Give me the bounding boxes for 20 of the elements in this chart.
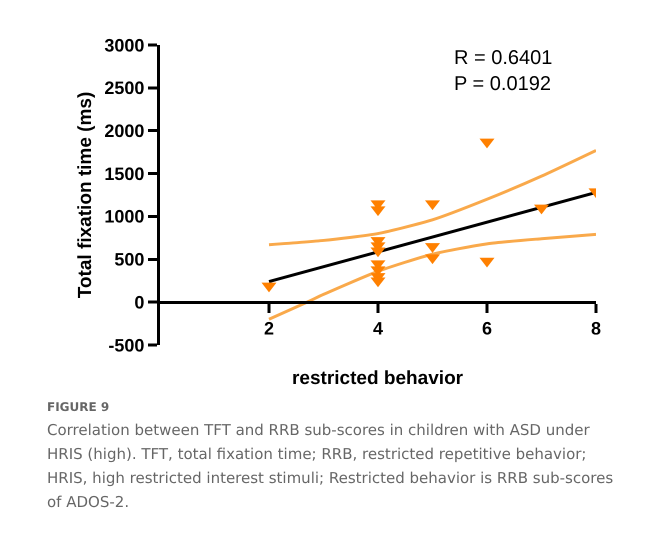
x-tick-label: 2 [264,318,274,339]
annotation: P = 0.0192 [454,73,551,95]
y-tick-label: 2500 [104,78,144,98]
y-tick-label: 1500 [104,164,144,184]
y-axis-title: Total fixation time (ms) [75,92,96,298]
x-axis-title: restricted behavior [292,368,464,389]
y-tick-label: -500 [108,335,144,356]
line-series [268,232,596,321]
y-tick-label: 2000 [104,121,144,142]
y-tick-label: 500 [114,250,144,270]
x-tick-label: 4 [372,318,384,339]
x-tick-label: 6 [482,318,492,339]
y-tick-label: 0 [134,292,144,312]
x-tick-label: 8 [590,318,602,339]
text: Correlation between TFT and RRB sub-scores in children with ASD under HRIS (high). TFT, total fixation time; RRB, restricted repetitive behavior; HRIS, high restricted interest stimuli; Restricted behavior is RRB sub-scores of ADOS-2. [47,420,614,513]
line-series [268,148,596,246]
y-tick-label: 3000 [104,35,144,56]
y-tick-label: 1000 [104,206,144,227]
caption: FIGURE 9 [47,400,110,414]
annotation: R = 0.6401 [454,47,552,69]
